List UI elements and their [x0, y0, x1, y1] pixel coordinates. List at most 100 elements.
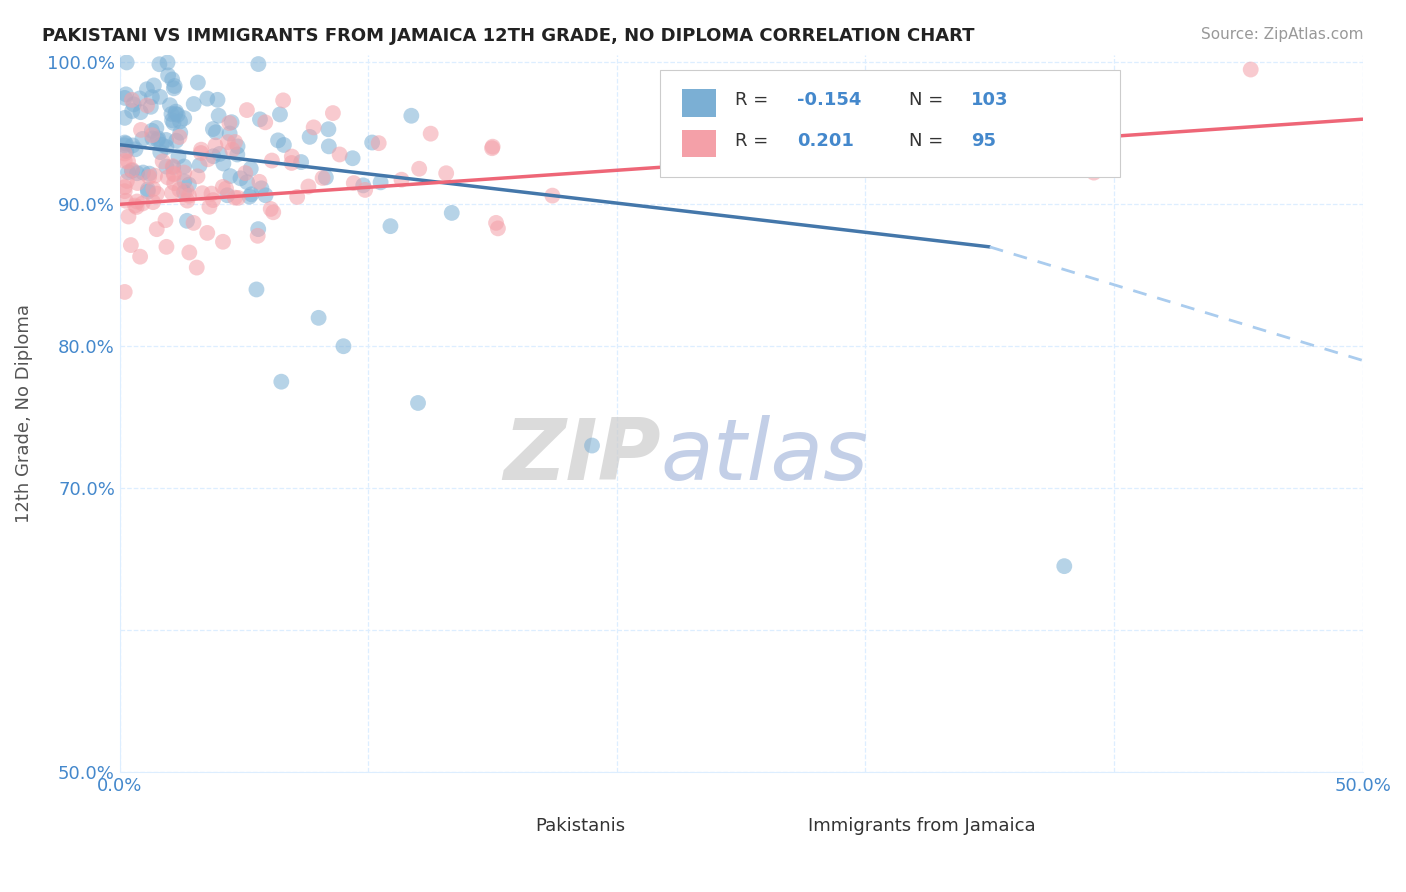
Bar [682, 89, 716, 117]
Point [148, 57, 170, 71]
Point [177, 178, 200, 192]
Point [247, 57, 270, 71]
Point [217, 188, 239, 202]
Point [201, 122, 224, 136]
Point [176, 194, 198, 208]
Point [157, 68, 180, 82]
Text: ZIP: ZIP [503, 415, 661, 498]
Point [125, 166, 148, 180]
Text: -0.154: -0.154 [797, 92, 862, 110]
Point [239, 161, 262, 176]
Text: 95: 95 [972, 132, 995, 151]
Point [195, 226, 218, 240]
Point [226, 147, 249, 161]
Point [236, 103, 259, 117]
Point [163, 78, 186, 93]
Point [115, 174, 138, 188]
Point [114, 184, 136, 198]
Point [114, 153, 136, 168]
Point [186, 260, 208, 275]
Point [269, 107, 291, 121]
Point [169, 126, 191, 140]
Point [207, 93, 229, 107]
Point [177, 188, 200, 202]
Point [121, 163, 143, 178]
Point [195, 91, 218, 105]
Point [114, 91, 136, 105]
Point [131, 196, 153, 211]
Point [318, 122, 340, 136]
Point [419, 127, 441, 141]
Point [208, 147, 231, 161]
Point [169, 183, 191, 197]
Point [270, 375, 292, 389]
Point [114, 136, 136, 150]
Text: R =: R = [735, 92, 773, 110]
Point [260, 153, 283, 168]
Point [311, 171, 333, 186]
Point [200, 186, 222, 201]
Text: 0.201: 0.201 [797, 132, 853, 151]
Point [240, 187, 263, 202]
Point [485, 216, 508, 230]
Point [127, 176, 149, 190]
Point [197, 153, 219, 167]
Point [160, 113, 183, 128]
Point [125, 194, 148, 209]
Point [115, 55, 138, 70]
Point [187, 76, 209, 90]
Point [138, 167, 160, 181]
Point [224, 135, 246, 149]
Point [114, 136, 136, 151]
Point [129, 250, 152, 264]
Point [165, 134, 187, 148]
Point [114, 285, 136, 299]
Point [176, 184, 198, 198]
Text: N =: N = [908, 92, 949, 110]
Point [155, 213, 177, 227]
Point [156, 55, 179, 70]
Point [143, 169, 166, 183]
Point [141, 90, 163, 104]
Point [142, 78, 165, 93]
Point [155, 240, 177, 254]
Point [285, 190, 308, 204]
Text: R =: R = [735, 132, 773, 151]
Point [1083, 166, 1105, 180]
Point [262, 205, 284, 219]
Point [136, 182, 159, 196]
Point [190, 146, 212, 161]
Point [229, 171, 252, 186]
Text: Pakistanis: Pakistanis [534, 817, 626, 835]
Point [173, 111, 195, 125]
Point [166, 108, 188, 122]
Point [302, 120, 325, 135]
Point [202, 149, 225, 163]
Point [329, 147, 352, 161]
Point [173, 186, 195, 200]
Point [281, 150, 304, 164]
Point [236, 175, 259, 189]
Point [141, 131, 163, 145]
Y-axis label: 12th Grade, No Diploma: 12th Grade, No Diploma [15, 304, 32, 523]
Point [290, 155, 312, 169]
Point [221, 115, 243, 129]
Point [273, 138, 295, 153]
Point [581, 438, 603, 452]
Point [159, 98, 181, 112]
Point [250, 181, 273, 195]
Point [318, 139, 340, 153]
Point [280, 156, 302, 170]
Point [115, 144, 138, 158]
Point [332, 339, 354, 353]
Text: N =: N = [908, 132, 949, 151]
Point [224, 191, 246, 205]
Point [219, 169, 242, 183]
Point [160, 186, 183, 200]
Point [125, 200, 148, 214]
Point [233, 166, 256, 180]
Point [267, 133, 290, 147]
Point [162, 159, 184, 173]
Point [163, 176, 186, 190]
FancyBboxPatch shape [661, 70, 1121, 178]
